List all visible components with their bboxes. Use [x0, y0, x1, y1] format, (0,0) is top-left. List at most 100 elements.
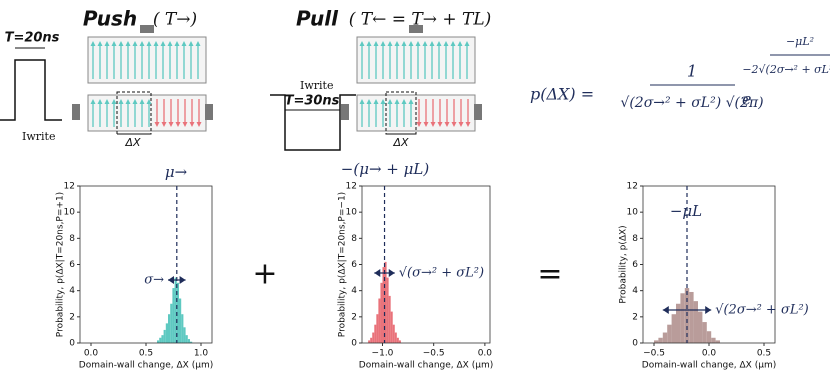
spin-head	[380, 99, 386, 104]
plot-frame	[642, 185, 776, 344]
x-tick-label: 1.0	[194, 349, 209, 359]
plot-frame	[361, 185, 491, 344]
histogram-bar	[711, 337, 716, 343]
pulse	[270, 94, 356, 151]
y-axis-label: Probability, p(ΔX|T=20ns,P=−1)	[338, 192, 348, 337]
y-tick-label: 6	[351, 260, 357, 270]
histogram-bar	[165, 323, 168, 343]
histogram-bar	[702, 322, 707, 343]
shift-label: ΔX	[124, 136, 141, 149]
spin-head	[160, 41, 166, 46]
arrow-head	[662, 306, 712, 314]
spin-head	[359, 99, 365, 104]
sigma-label: √(σ→² + σL²)	[399, 266, 484, 281]
spin-head	[104, 99, 110, 104]
histogram-bar	[183, 327, 186, 343]
y-tick-label: 0	[69, 339, 75, 349]
histogram-bar	[662, 332, 668, 343]
spin-head	[423, 122, 429, 127]
spin-head	[443, 41, 449, 46]
histogram-bar	[157, 340, 160, 343]
y-tick-label: 4	[351, 286, 357, 296]
spin-head	[168, 122, 174, 127]
spin-head	[408, 99, 414, 104]
spin-head	[429, 41, 435, 46]
spin-head	[139, 41, 145, 46]
pulse	[0, 59, 62, 121]
arrow-head	[168, 276, 186, 284]
spin-head	[97, 99, 103, 104]
histogram-bar	[388, 295, 391, 343]
sigma-label: √(2σ→² + σL²)	[715, 303, 809, 318]
y-tick-label: 2	[351, 312, 357, 322]
y-tick-label: 8	[632, 234, 638, 244]
spin-head	[387, 99, 393, 104]
spin-head	[181, 41, 187, 46]
mean-label: −(μ→ + μL)	[341, 160, 430, 178]
spin-head	[174, 41, 180, 46]
x-axis-label: Domain-wall change, ΔX (μm)	[359, 361, 493, 370]
formula: −μL²	[786, 35, 814, 48]
histogram-bar	[658, 337, 663, 343]
y-tick-label: 12	[64, 182, 75, 192]
histogram-bar	[161, 335, 164, 343]
y-tick-label: 12	[627, 182, 638, 192]
y-axis-label: Probability, p(ΔX)	[619, 225, 629, 303]
y-tick-label: 6	[69, 260, 75, 270]
histogram-bar	[386, 277, 389, 343]
spin-head	[196, 122, 202, 127]
current-label: Iwrite	[300, 79, 333, 92]
histogram-bar	[172, 288, 175, 343]
arrow-head	[374, 269, 395, 277]
histogram-bar	[370, 337, 373, 343]
panel-title: Push	[83, 7, 137, 31]
histogram-bar	[676, 303, 681, 343]
y-tick-label: 0	[632, 339, 638, 349]
x-tick-label: −1.0	[372, 349, 394, 359]
formula: 1	[687, 62, 697, 81]
spin-head	[146, 41, 152, 46]
x-tick-label: −0.5	[643, 349, 665, 359]
spin-head	[97, 41, 103, 46]
spin-head	[182, 122, 188, 127]
spin-head	[175, 122, 181, 127]
histogram-bar	[163, 329, 166, 343]
panel-subtitle: ( T← = T→ + TL)	[349, 10, 492, 30]
y-tick-label: 0	[351, 339, 357, 349]
histogram-bar	[396, 337, 399, 343]
x-tick-label: 0.5	[139, 349, 153, 359]
spin-head	[394, 41, 400, 46]
histogram-bar	[671, 314, 676, 343]
spin-head	[125, 41, 131, 46]
x-tick-label: 0.0	[84, 349, 99, 359]
pulse-label: T=20ns	[5, 31, 60, 46]
spin-head	[195, 41, 201, 46]
spin-head	[422, 41, 428, 46]
histogram-bar	[374, 324, 377, 343]
y-tick-label: 4	[69, 286, 75, 296]
histogram-bar	[689, 291, 694, 343]
y-tick-label: 8	[351, 234, 357, 244]
sigma-label: σ→	[144, 273, 164, 288]
spin-head	[387, 41, 393, 46]
pad	[72, 104, 80, 120]
histogram-bar	[179, 298, 182, 343]
histogram-bar	[392, 324, 395, 343]
pad	[409, 25, 423, 33]
x-axis-label: Domain-wall change, ΔX (μm)	[642, 361, 776, 370]
x-tick-label: 0.0	[702, 349, 717, 359]
device-bottom	[87, 94, 207, 132]
spin-head	[90, 41, 96, 46]
y-tick-label: 6	[632, 260, 638, 270]
spin-head	[125, 99, 131, 104]
y-tick-label: 10	[64, 208, 76, 218]
spin-head	[373, 99, 379, 104]
spin-head	[366, 99, 372, 104]
pad	[140, 25, 154, 33]
spin-head	[366, 41, 372, 46]
spin-head	[118, 41, 124, 46]
histogram-bar	[667, 324, 672, 343]
panel-subtitle: ( T→)	[153, 10, 197, 30]
histogram-bar	[181, 314, 184, 343]
